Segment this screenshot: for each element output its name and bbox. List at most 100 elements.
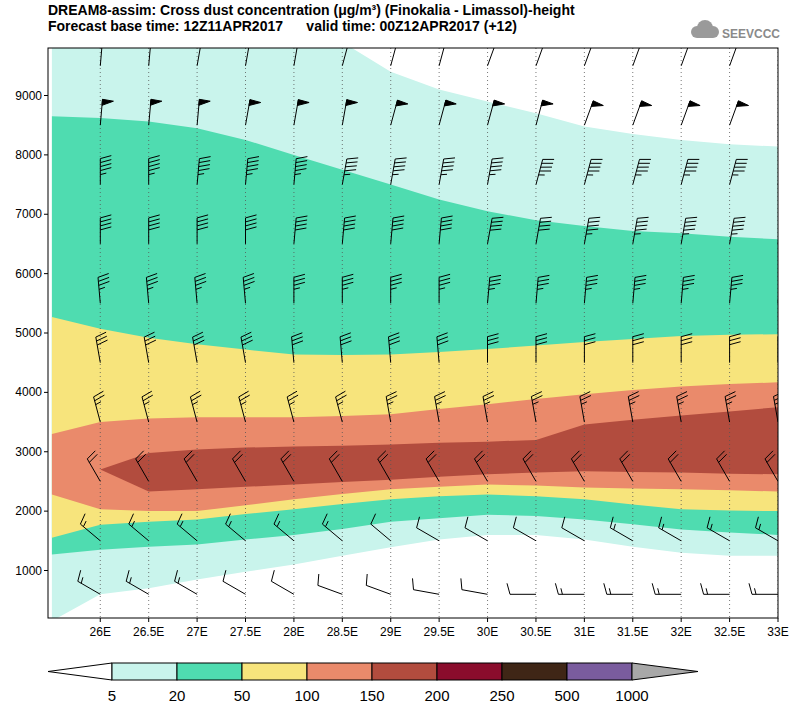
x-tick-label: 26.5E xyxy=(133,625,164,639)
x-tick-label: 32.5E xyxy=(714,625,745,639)
wind-barb xyxy=(584,334,595,363)
wind-barb xyxy=(633,159,651,184)
wind-barb xyxy=(98,274,109,304)
y-tick xyxy=(44,154,48,155)
wind-barb xyxy=(633,101,652,125)
wind-barb xyxy=(439,100,456,125)
wind-barb xyxy=(243,274,254,304)
wind-barb xyxy=(610,517,633,541)
y-tick-label: 5000 xyxy=(15,326,42,340)
dust-band xyxy=(52,317,778,538)
wind-barb xyxy=(184,451,197,482)
colorbar-box xyxy=(177,663,242,680)
wind-barb xyxy=(523,451,536,482)
wind-barb xyxy=(513,517,536,541)
x-tick xyxy=(681,618,682,622)
wind-barb xyxy=(571,451,584,482)
wind-barb xyxy=(681,275,695,303)
colorbar-box xyxy=(242,663,307,680)
wind-barb xyxy=(391,274,402,303)
subtitle: Forecast base time: 12Z11APR2017 valid t… xyxy=(48,18,517,34)
colorbar-label: 50 xyxy=(234,687,251,704)
colorbar-box xyxy=(502,663,567,680)
wind-barb xyxy=(391,216,405,244)
wind-barb xyxy=(584,275,598,303)
wind-barb xyxy=(287,391,298,422)
x-tick-label: 26E xyxy=(90,625,111,639)
x-tick-label: 31E xyxy=(574,625,595,639)
wind-barb xyxy=(730,101,749,125)
wind-barb xyxy=(149,99,162,125)
grid-line xyxy=(342,48,343,618)
colorbar-label: 20 xyxy=(169,687,186,704)
wind-barb xyxy=(197,48,212,66)
wind-barb xyxy=(294,216,308,244)
wind-barb xyxy=(620,451,633,482)
wind-barb xyxy=(413,578,440,594)
wind-barb xyxy=(274,514,294,541)
colorbar-label: 500 xyxy=(554,687,579,704)
x-tick xyxy=(632,618,633,622)
x-tick-label: 29E xyxy=(380,625,401,639)
colorbar-over xyxy=(632,663,698,680)
wind-barb xyxy=(386,392,397,423)
grid-line xyxy=(729,48,730,618)
grid-line xyxy=(584,48,585,618)
wind-barb xyxy=(536,159,554,184)
colorbar-label: 5 xyxy=(108,687,116,704)
wind-barb xyxy=(488,158,504,185)
colorbar-under xyxy=(48,663,112,680)
wind-barb xyxy=(531,392,542,423)
wind-barb xyxy=(294,48,309,66)
x-tick xyxy=(293,618,294,622)
x-tick xyxy=(390,618,391,622)
x-tick-label: 27.5E xyxy=(230,625,261,639)
wind-barb xyxy=(340,333,351,363)
wind-barb xyxy=(329,451,342,482)
y-tick xyxy=(44,95,48,96)
x-tick xyxy=(487,618,488,622)
wind-barb xyxy=(465,517,488,541)
plot-frame xyxy=(48,48,778,618)
grid-line xyxy=(681,48,682,618)
colorbar-box xyxy=(112,663,177,680)
wind-barb xyxy=(580,392,591,423)
wind-barb xyxy=(223,570,246,594)
wind-barb xyxy=(555,583,584,594)
wind-barb xyxy=(483,392,494,423)
wind-barb xyxy=(318,574,342,594)
x-tick-label: 28E xyxy=(283,625,304,639)
grid-line xyxy=(390,48,391,618)
wind-barb xyxy=(193,332,205,363)
title: DREAM8-assim: Cross dust concentration (… xyxy=(48,2,575,18)
wind-barb xyxy=(146,274,157,304)
x-tick-label: 30.5E xyxy=(520,625,551,639)
wind-barb xyxy=(195,274,206,304)
wind-barb xyxy=(144,332,156,363)
wind-barb xyxy=(536,100,553,125)
chart: DREAM8-assim: Cross dust concentration (… xyxy=(0,0,800,709)
y-tick-label: 7000 xyxy=(15,207,42,221)
wind-barb xyxy=(175,570,198,594)
wind-barb xyxy=(437,333,448,363)
wind-barb xyxy=(197,215,208,244)
wind-barb xyxy=(730,275,744,303)
wind-barb xyxy=(417,517,440,541)
wind-barb xyxy=(584,48,603,66)
y-tick-label: 1000 xyxy=(15,564,42,578)
wind-barb xyxy=(142,391,153,422)
wind-barb xyxy=(281,451,294,482)
wind-barb xyxy=(391,48,408,66)
wind-barb xyxy=(246,157,260,185)
wind-barb xyxy=(707,517,730,541)
wind-barb xyxy=(149,48,162,66)
logo-text: SEEVCCC xyxy=(722,27,780,41)
y-tick-label: 9000 xyxy=(15,89,42,103)
wind-barb xyxy=(730,334,741,363)
x-tick xyxy=(729,618,730,622)
wind-barb xyxy=(426,451,439,482)
grid-line xyxy=(487,48,488,618)
y-tick xyxy=(44,451,48,452)
wind-barb xyxy=(342,158,358,185)
x-tick xyxy=(197,618,198,622)
